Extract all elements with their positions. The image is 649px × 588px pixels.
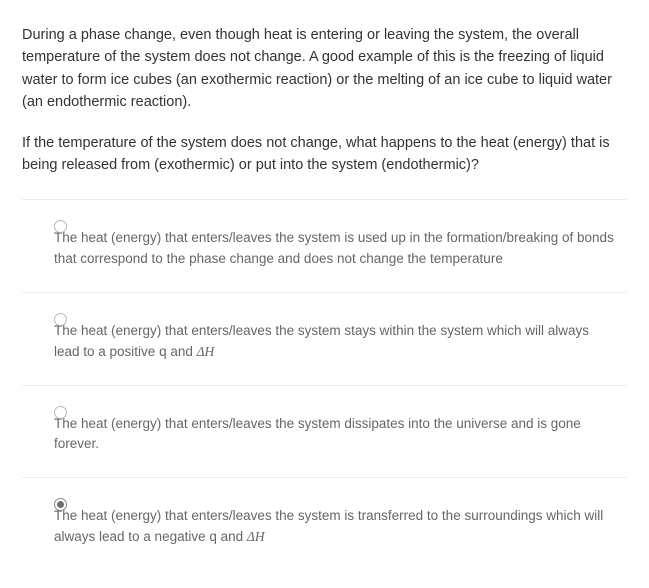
radio-input[interactable] [54, 406, 67, 419]
option-row[interactable]: The heat (energy) that enters/leaves the… [22, 292, 627, 385]
option-label: The heat (energy) that enters/leaves the… [54, 508, 603, 544]
options-list: The heat (energy) that enters/leaves the… [22, 199, 627, 570]
question-paragraph-1: During a phase change, even though heat … [22, 24, 627, 114]
option-text: The heat (energy) that enters/leaves the… [54, 506, 617, 548]
option-row[interactable]: The heat (energy) that enters/leaves the… [22, 477, 627, 570]
radio-wrap [54, 406, 67, 424]
option-text: The heat (energy) that enters/leaves the… [54, 321, 617, 363]
question-paragraph-2: If the temperature of the system does no… [22, 132, 627, 177]
radio-wrap [54, 313, 67, 331]
radio-input[interactable] [54, 220, 67, 233]
option-label: The heat (energy) that enters/leaves the… [54, 323, 589, 359]
option-text: The heat (energy) that enters/leaves the… [54, 228, 617, 270]
option-label: The heat (energy) that enters/leaves the… [54, 230, 614, 266]
radio-wrap [54, 220, 67, 238]
radio-input[interactable] [54, 313, 67, 326]
radio-wrap [54, 498, 67, 516]
question-container: During a phase change, even though heat … [0, 0, 649, 570]
option-row[interactable]: The heat (energy) that enters/leaves the… [22, 385, 627, 478]
radio-input[interactable] [54, 498, 67, 511]
option-label: The heat (energy) that enters/leaves the… [54, 416, 581, 452]
math-delta-h: ΔH [197, 344, 215, 359]
option-text: The heat (energy) that enters/leaves the… [54, 414, 617, 456]
option-row[interactable]: The heat (energy) that enters/leaves the… [22, 199, 627, 292]
math-delta-h: ΔH [247, 529, 265, 544]
